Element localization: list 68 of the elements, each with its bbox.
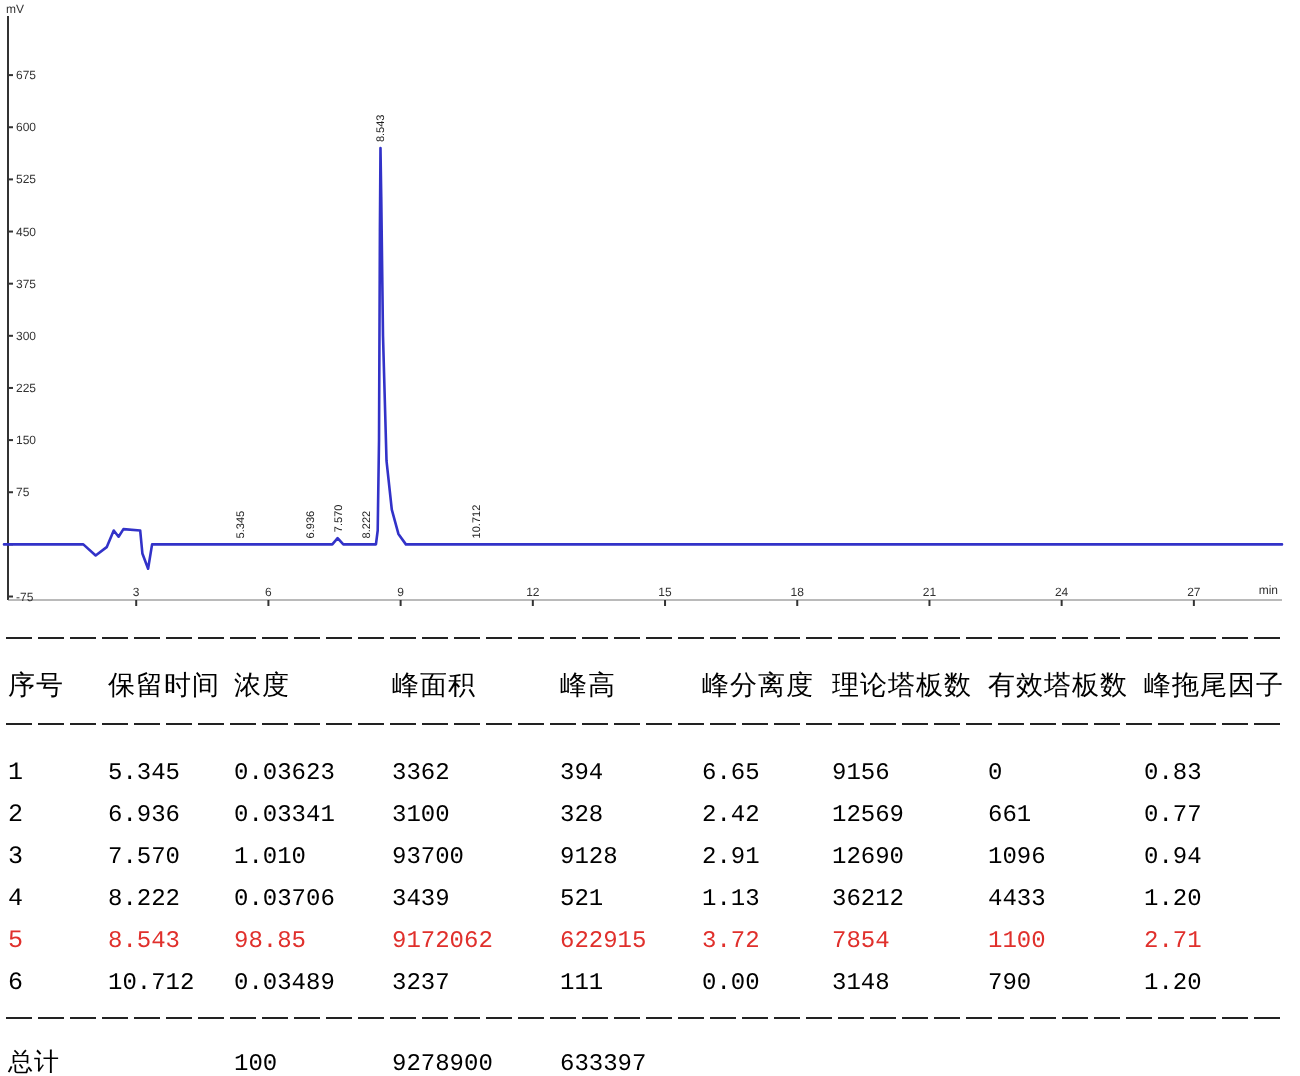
data-label: 1096 xyxy=(988,843,1046,871)
data-label: 111 xyxy=(560,969,604,997)
data-label: 0.03623 xyxy=(234,759,335,787)
data-label: 521 xyxy=(560,885,604,913)
data-label: 0.03706 xyxy=(234,885,335,913)
data-label: 9128 xyxy=(560,843,618,871)
data-label: 3100 xyxy=(392,801,450,829)
data-label: 0.03489 xyxy=(234,969,335,997)
x-tick-label: 峰高 xyxy=(560,670,616,700)
data-label: 3.72 xyxy=(702,927,760,955)
data-label: 1100 xyxy=(988,927,1046,955)
data-label: 4433 xyxy=(988,885,1046,913)
data-label: 2.42 xyxy=(702,801,760,829)
data-label: 633397 xyxy=(560,1050,647,1076)
data-label: 1.010 xyxy=(234,843,307,871)
data-label: 6.936 xyxy=(108,801,181,829)
data-label: 8.222 xyxy=(108,885,181,913)
data-label: 0.03341 xyxy=(234,801,335,829)
data-label: 2.71 xyxy=(1144,927,1202,955)
y-tick-label: 2 xyxy=(8,801,24,829)
x-tick-label: 保留时间 xyxy=(108,670,220,700)
data-label: 1.20 xyxy=(1144,885,1202,913)
y-tick-label: 1 xyxy=(8,759,24,787)
x-tick-label: 浓度 xyxy=(234,670,290,700)
data-label: 3362 xyxy=(392,759,450,787)
data-label: 3237 xyxy=(392,969,450,997)
y-axis-title: 序号 xyxy=(8,670,64,700)
data-label: 622915 xyxy=(560,927,647,955)
data-label: 0.00 xyxy=(702,969,760,997)
data-label: 9278900 xyxy=(392,1050,493,1076)
data-label: 0 xyxy=(988,759,1003,787)
data-label: 36212 xyxy=(832,885,905,913)
data-label: 9156 xyxy=(832,759,890,787)
data-label: 9172062 xyxy=(392,927,493,955)
data-label: 8.543 xyxy=(108,927,181,955)
data-label: 10.712 xyxy=(108,969,195,997)
data-label: 1.13 xyxy=(702,885,760,913)
data-label: 98.85 xyxy=(234,927,307,955)
data-label: 0.77 xyxy=(1144,801,1202,829)
x-tick-label: 峰面积 xyxy=(392,670,476,700)
data-label: 1.20 xyxy=(1144,969,1202,997)
data-label: 394 xyxy=(560,759,604,787)
data-label: 6.65 xyxy=(702,759,760,787)
data-label: 0.83 xyxy=(1144,759,1202,787)
data-label: 12690 xyxy=(832,843,905,871)
y-tick-label: 3 xyxy=(8,843,24,871)
data-label: 328 xyxy=(560,801,604,829)
y-tick-label: 总计 xyxy=(6,1048,60,1076)
data-label: 5.345 xyxy=(108,759,181,787)
y-tick-label: 4 xyxy=(8,885,24,913)
x-tick-label: 峰拖尾因子 xyxy=(1144,670,1284,700)
data-label: 0.94 xyxy=(1144,843,1202,871)
data-label: 7.570 xyxy=(108,843,181,871)
y-tick-label: 6 xyxy=(8,969,24,997)
data-label: 661 xyxy=(988,801,1032,829)
x-tick-label: 理论塔板数 xyxy=(832,670,972,700)
data-label: 3148 xyxy=(832,969,890,997)
data-label: 100 xyxy=(234,1050,278,1076)
line-series xyxy=(2,146,1284,571)
data-label: 3439 xyxy=(392,885,450,913)
data-label: 2.91 xyxy=(702,843,760,871)
x-tick-label: 有效塔板数 xyxy=(988,670,1128,700)
x-tick-label: 峰分离度 xyxy=(702,670,814,700)
data-label: 790 xyxy=(988,969,1032,997)
y-tick-label: 5 xyxy=(8,927,24,955)
data-label: 7854 xyxy=(832,927,890,955)
data-label: 93700 xyxy=(392,843,465,871)
data-label: 12569 xyxy=(832,801,905,829)
